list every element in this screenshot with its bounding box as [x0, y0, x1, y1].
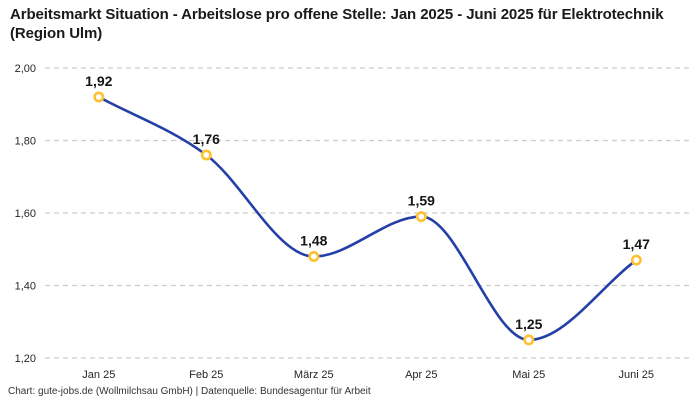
data-point-marker — [308, 251, 320, 263]
data-point-marker — [630, 254, 642, 266]
x-axis-tick-label: Apr 25 — [405, 369, 437, 381]
x-axis-tick-label: Mai 25 — [512, 369, 545, 381]
x-axis-tick-label: März 25 — [294, 369, 334, 381]
data-point-marker — [415, 211, 427, 223]
data-point-label: 1,48 — [300, 233, 327, 249]
x-axis-tick-label: Juni 25 — [619, 369, 654, 381]
y-axis-tick-label: 1,60 — [15, 208, 36, 220]
chart-footer: Chart: gute-jobs.de (Wollmilchsau GmbH) … — [8, 386, 371, 397]
data-point-marker — [523, 334, 535, 346]
data-point-label: 1,92 — [85, 73, 112, 89]
data-line — [97, 95, 638, 342]
data-point-label: 1,76 — [193, 131, 220, 147]
data-point-label: 1,47 — [623, 236, 650, 252]
y-axis-tick-label: 2,00 — [15, 63, 36, 75]
data-point-label: 1,59 — [408, 193, 435, 209]
data-point-marker — [93, 91, 105, 103]
y-axis-tick-label: 1,40 — [15, 281, 36, 293]
y-axis-tick-label: 1,20 — [15, 353, 36, 365]
x-axis-tick-label: Jan 25 — [82, 369, 115, 381]
x-axis-tick-label: Feb 25 — [189, 369, 223, 381]
data-point-label: 1,25 — [515, 316, 542, 332]
data-point-marker — [200, 149, 212, 161]
y-axis-tick-label: 1,80 — [15, 136, 36, 148]
chart-title: Arbeitsmarkt Situation - Arbeitslose pro… — [10, 6, 664, 42]
